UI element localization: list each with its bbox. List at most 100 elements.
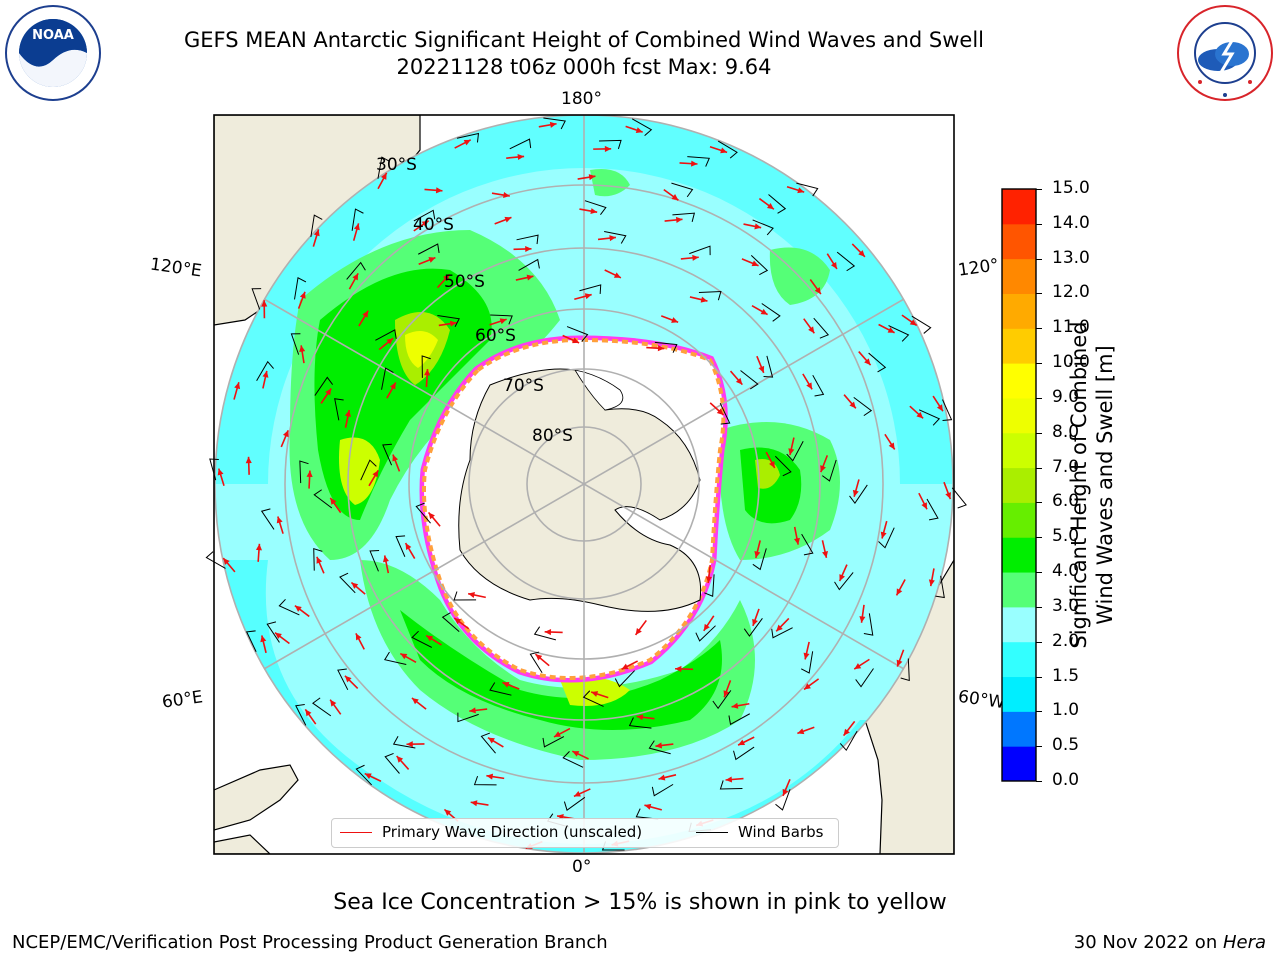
wave-arrow-head [526,274,534,281]
wave-arrow-head [353,223,360,231]
wind-barb [453,591,477,601]
wind-barb [294,276,307,300]
colorbar-tick [1036,258,1042,260]
wind-barb [457,712,479,723]
wave-direction-arrows [217,121,952,850]
wave-arrow-head [752,618,758,626]
wave-arrow-head [864,358,871,366]
wind-barb [375,329,397,341]
nws-logo [1176,4,1274,102]
wave-arrow-head [299,291,306,299]
wave-arrow-head [916,411,924,419]
wave-arrow-head [604,145,612,152]
wind-barb [752,219,774,236]
wave-arrow-head [380,172,387,180]
wind-barb [839,730,858,752]
wave-arrow-head [691,160,698,167]
africa-land-south [214,834,271,854]
wave-arrow-head [275,632,282,639]
wind-barb [812,374,825,397]
legend-barb-label: Wind Barbs [738,823,824,841]
wave-arrow-head [351,582,359,589]
wave-arrow-head [723,690,730,698]
wave-arrow-head [776,624,783,632]
wind-barb [926,498,939,521]
wind-barb [698,291,722,301]
wave-arrow-head [716,408,724,415]
wind-barb [855,668,874,688]
wave-arrow-head [584,293,592,300]
wave-arrow-head [486,773,494,780]
wind-barb [245,630,257,652]
wave-arrow-head [725,776,733,783]
wave-arrow-head [782,788,789,796]
colorbar-tick [1036,432,1042,434]
wind-barb [935,575,945,599]
wave-arrow-head [454,618,462,625]
wave-arrow-head [421,220,429,227]
antarctica-land [458,368,702,612]
wave-arrow-head [797,728,805,735]
colorbar-tick-label: 4.0 [1052,561,1080,582]
colorbar-tick-label: 13.0 [1052,247,1090,268]
wave-arrow-head [613,272,621,278]
wind-barb [395,535,406,557]
wave-arrow-head [255,543,263,551]
wind-barb [355,764,373,786]
wave-arrow-head [803,652,810,660]
wind-barb [518,258,540,271]
wave-arrow-head [945,492,951,500]
wave-arrow-head [294,605,302,612]
wave-arrow-head [344,410,351,417]
graticule [214,115,954,854]
wave-arrow-head [760,308,768,315]
colorbar-tick-label: 14.0 [1052,212,1090,233]
wind-barb [911,315,932,334]
wave-arrow-head [657,345,665,352]
colorbar-segment [1002,293,1036,329]
wave-arrow-head [435,187,443,194]
wave-arrow-head [909,319,917,326]
wind-barb [863,613,874,636]
wave-arrow-head [880,531,887,539]
colorbar-segment [1002,328,1036,364]
wind-barb [763,355,774,378]
colorbar-segment [1002,641,1036,678]
lat-label-40s: 40°S [413,215,454,235]
wind-barb [441,612,460,633]
wave-arrow-head [854,663,862,670]
wave-arrow-head [769,460,775,468]
wind-barb [417,243,440,255]
wave-arrow-head [754,223,762,230]
wind-barb [648,740,671,755]
wave-arrow-head [389,382,396,390]
wind-barb [775,789,791,811]
wave-arrow-head [572,337,580,344]
colorbar-tick [1036,397,1042,399]
wind-barb [631,118,653,137]
colorbar-tick [1036,711,1042,713]
colorbar-tick-label: 1.0 [1052,700,1080,721]
legend-wave-swatch [340,832,372,833]
wave-arrow-head [804,683,811,690]
colorbar-label: Significant Height of Combined Wind Wave… [1066,285,1118,685]
wind-barb [295,703,307,726]
colorbar-label-line2: Wind Waves and Swell [m] [1093,345,1117,625]
wave-arrow-head [671,317,679,323]
wind-barb [437,315,460,327]
wind-barb [392,736,416,749]
wave-arrow-head [364,773,372,780]
wave-arrow-head [896,588,903,596]
wind-barb [266,621,280,643]
wave-arrow-head [362,310,369,318]
wave-arrow-head [591,691,599,697]
wind-barb [562,751,584,768]
noaa-logo-text: NOAA [32,28,74,43]
colorbar-segment [1002,746,1036,782]
wind-barb [888,325,910,342]
colorbar [1001,188,1037,782]
wind-barb [251,288,262,310]
wind-barb [786,441,804,462]
wave-arrow-head [590,208,598,215]
